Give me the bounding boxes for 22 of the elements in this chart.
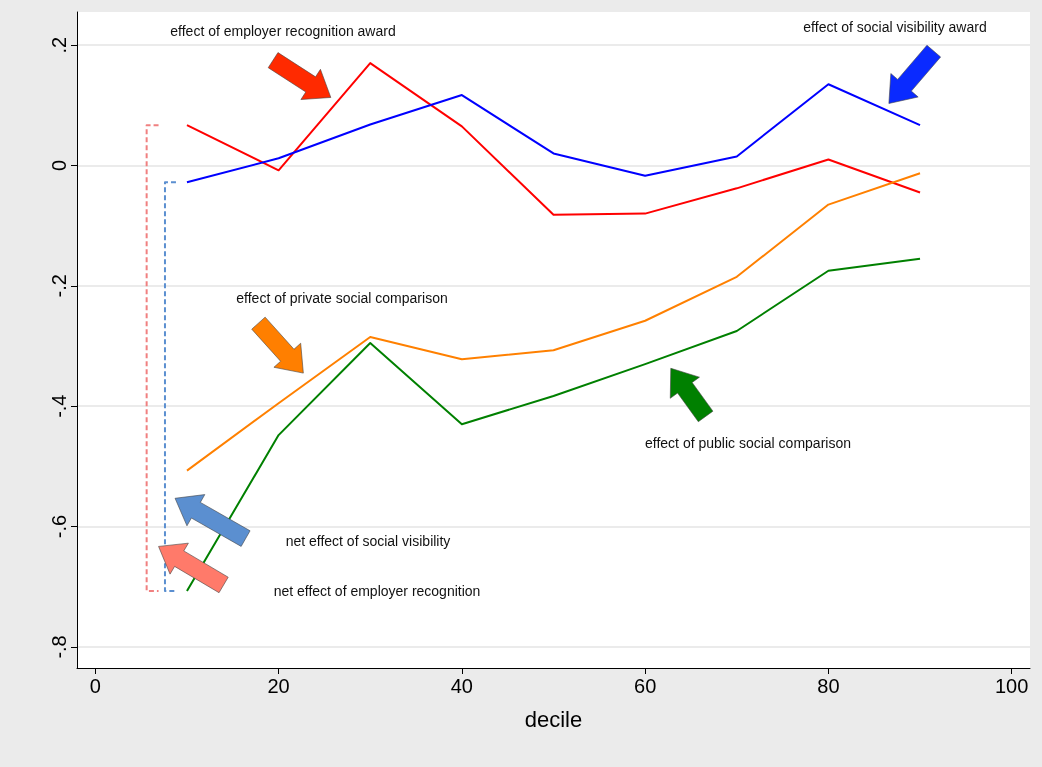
annotation: effect of private social comparison bbox=[236, 290, 448, 306]
y-tick-label: -.4 bbox=[48, 394, 70, 418]
x-tick-label: 0 bbox=[89, 675, 101, 697]
annotation: net effect of employer recognition bbox=[273, 583, 481, 599]
y-tick-label: -.8 bbox=[48, 635, 70, 659]
annotation: net effect of social visibility bbox=[285, 533, 451, 549]
x-tick-label: 40 bbox=[450, 675, 473, 697]
x-tick-label: 80 bbox=[817, 675, 840, 697]
y-tick-label: -.6 bbox=[48, 514, 70, 539]
x-axis-title: decile bbox=[524, 706, 583, 732]
line-series bbox=[185, 83, 922, 184]
line-series bbox=[185, 62, 922, 216]
x-tick-label: 20 bbox=[267, 675, 290, 697]
annotation: effect of social visibility award bbox=[803, 19, 987, 35]
y-tick-label: -.2 bbox=[48, 274, 70, 298]
annotation: effect of public social comparison bbox=[645, 435, 851, 451]
x-tick-label: 100 bbox=[994, 675, 1029, 697]
annotation: effect of employer recognition award bbox=[170, 23, 396, 39]
x-tick-label: 60 bbox=[634, 675, 657, 697]
line-series bbox=[185, 172, 922, 472]
y-tick-label: .2 bbox=[48, 36, 70, 54]
y-tick-label: 0 bbox=[48, 159, 70, 172]
